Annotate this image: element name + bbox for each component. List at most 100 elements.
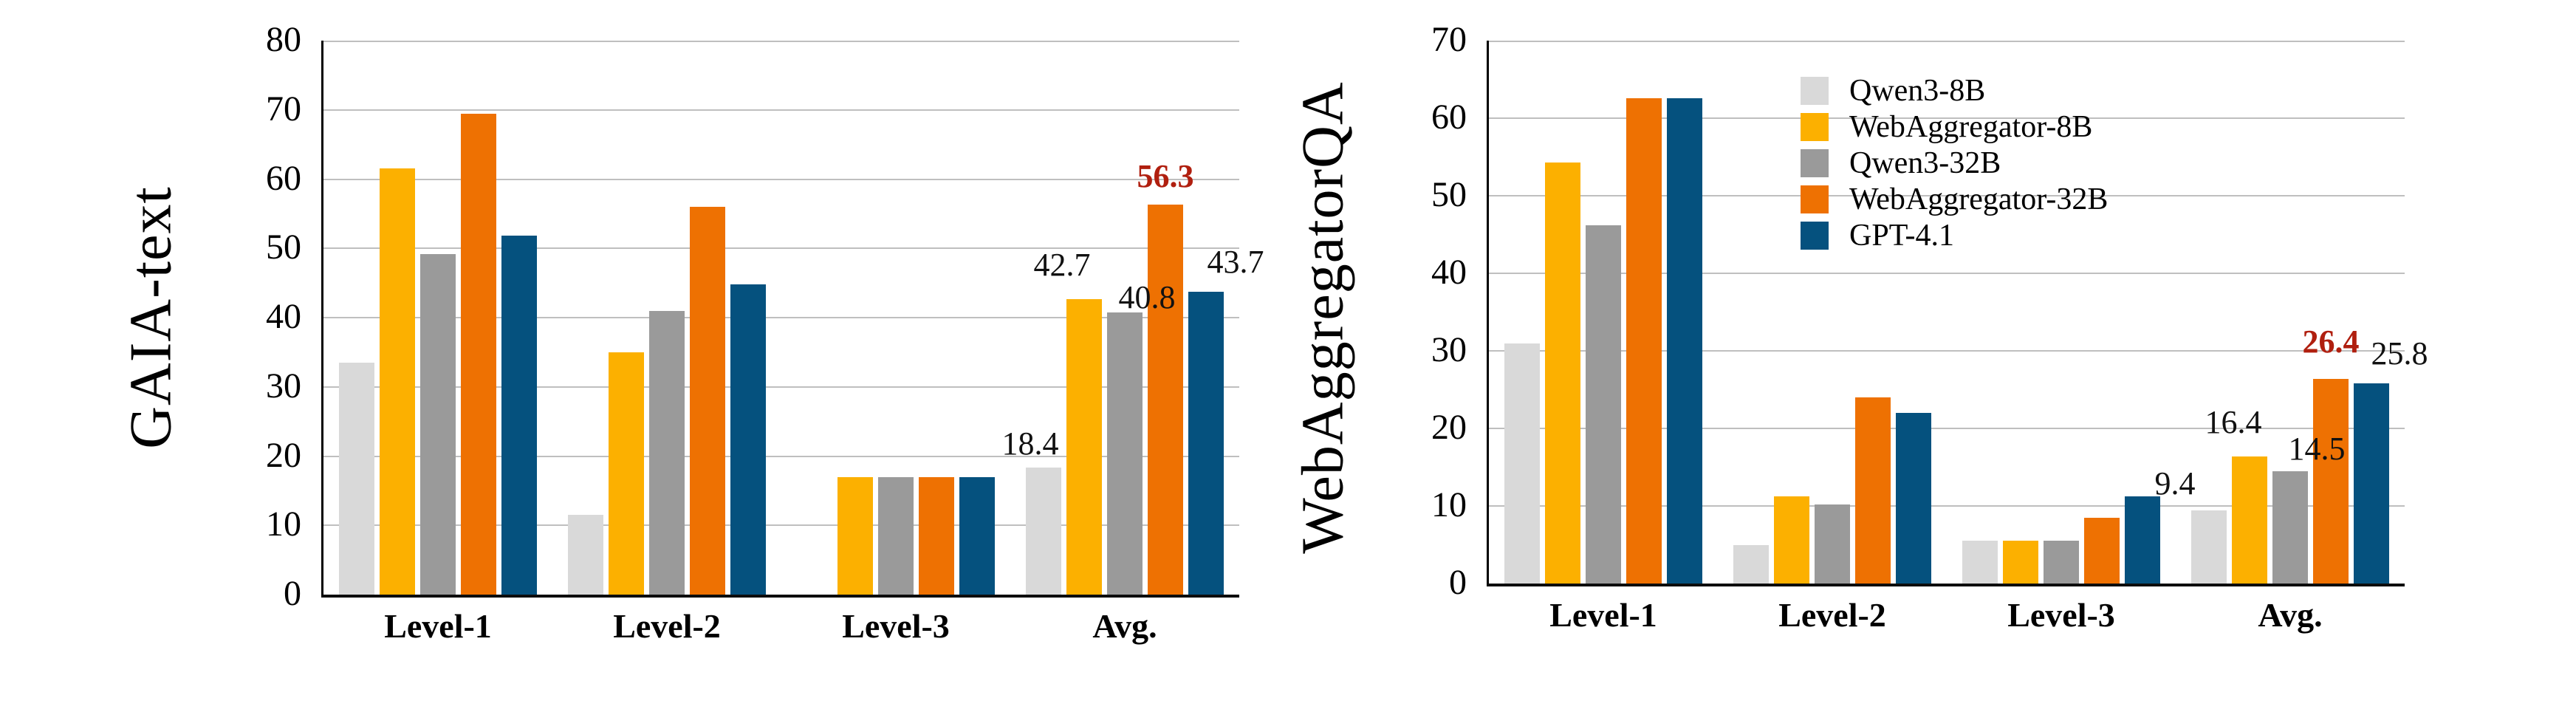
bar-gpt-4-1-level-3 — [2125, 496, 2160, 584]
bar-gpt-4-1-level-2 — [1896, 413, 1931, 584]
y-tick-label-30: 30 — [266, 366, 301, 406]
gridline-70 — [1489, 41, 2405, 42]
bar-webaggregator-8b-level-3 — [2003, 541, 2038, 584]
bar-qwen3-32b-level-3 — [878, 476, 914, 595]
legend-item-webaggregator-8b: WebAggregator-8B — [1801, 109, 2108, 145]
x-category-label-level-1: Level-1 — [1549, 596, 1657, 634]
bar-qwen3-8b-avg — [1026, 467, 1061, 595]
y-tick-label-60: 60 — [266, 158, 301, 198]
bar-qwen3-32b-level-1 — [1586, 225, 1621, 584]
y-tick-label-10: 10 — [1431, 485, 1467, 525]
bar-webaggregator-8b-level-1 — [1545, 162, 1580, 584]
y-tick-label-60: 60 — [1431, 98, 1467, 137]
bar-qwen3-8b-level-2 — [568, 515, 603, 595]
value-label-webaggregator-32b-avg: 56.3 — [1137, 158, 1194, 195]
legend-label-webaggregator-8b: WebAggregator-8B — [1849, 109, 2093, 144]
legend-swatch-webaggregator-8b — [1801, 112, 1829, 141]
y-tick-label-0: 0 — [1449, 563, 1467, 603]
gridline-80 — [323, 41, 1239, 42]
bar-webaggregator-8b-level-3 — [837, 476, 873, 595]
gridline-20 — [323, 455, 1239, 457]
gridline-50 — [1489, 195, 2405, 196]
gridline-70 — [323, 109, 1239, 111]
bar-gpt-4-1-level-1 — [501, 236, 537, 595]
gridline-30 — [1489, 350, 2405, 352]
gridline-10 — [1489, 505, 2405, 507]
y-tick-label-80: 80 — [266, 20, 301, 60]
legend-label-qwen3-32b: Qwen3-32B — [1849, 146, 2001, 180]
value-label-webaggregator-8b-avg: 42.7 — [1033, 246, 1091, 283]
bar-webaggregator-8b-level-1 — [380, 168, 415, 595]
webaggregatorqa-plot-area: 0 10 20 30 40 50 60 70 Level-1 Level-2 Level-3 Avg.… — [1431, 22, 2428, 634]
bar-webaggregator-32b-level-1 — [461, 114, 496, 595]
value-label-qwen3-8b-avg: 18.4 — [1001, 425, 1059, 462]
value-label-webaggregator-32b-avg: 26.4 — [2302, 323, 2360, 360]
x-category-label-avg: Avg. — [1092, 607, 1157, 645]
bar-gpt-4-1-level-3 — [959, 476, 995, 595]
bar-qwen3-8b-level-3 — [1962, 541, 1998, 584]
y-tick-label-20: 20 — [266, 435, 301, 475]
y-tick-label-10: 10 — [266, 504, 301, 544]
y-axis-title-gaia-text: GAIA-text — [118, 186, 184, 449]
x-category-label-level-3: Level-3 — [2007, 596, 2115, 634]
legend-item-webaggregator-32b: WebAggregator-32B — [1801, 181, 2108, 217]
gridline-40 — [323, 317, 1239, 318]
bar-qwen3-32b-level-1 — [420, 253, 456, 595]
y-tick-label-50: 50 — [1431, 175, 1467, 215]
legend-item-qwen3-32b: Qwen3-32B — [1801, 145, 2108, 181]
bar-qwen3-8b-avg — [2191, 510, 2227, 584]
gridline-20 — [1489, 428, 2405, 429]
bar-qwen3-32b-avg — [1107, 312, 1143, 595]
bar-webaggregator-32b-level-3 — [2084, 517, 2120, 584]
y-tick-label-20: 20 — [1431, 408, 1467, 448]
bar-webaggregator-32b-level-2 — [1855, 397, 1891, 584]
bar-gpt-4-1-avg — [2354, 383, 2389, 584]
bar-webaggregator-8b-avg — [1066, 298, 1102, 595]
value-label-qwen3-8b-avg: 9.4 — [2154, 465, 2196, 502]
bar-webaggregator-8b-level-2 — [1774, 496, 1809, 584]
legend: Qwen3-8B WebAggregator-8B Qwen3-32B WebAggr… — [1801, 72, 2108, 253]
y-axis-title-webaggregatorqa: WebAggregatorQA — [1290, 81, 1356, 554]
legend-swatch-qwen3-8b — [1801, 76, 1829, 105]
gridline-30 — [323, 386, 1239, 388]
legend-swatch-qwen3-32b — [1801, 148, 1829, 177]
x-category-label-level-1: Level-1 — [384, 607, 492, 645]
bar-gpt-4-1-level-2 — [730, 284, 766, 595]
legend-item-qwen3-8b: Qwen3-8B — [1801, 72, 2108, 109]
gaia-text-plot-area: 0 10 20 30 40 50 60 70 80 Level-1 Level-2 Level-3 Av… — [266, 22, 1264, 645]
x-category-label-avg: Avg. — [2258, 596, 2323, 634]
x-category-label-level-3: Level-3 — [842, 607, 950, 645]
gridline-60 — [323, 178, 1239, 180]
bar-webaggregator-32b-avg — [2313, 378, 2349, 584]
bar-gpt-4-1-level-1 — [1667, 98, 1702, 584]
bar-webaggregator-32b-level-2 — [690, 207, 725, 595]
bar-webaggregator-8b-level-2 — [609, 352, 644, 595]
legend-swatch-webaggregator-32b — [1801, 185, 1829, 213]
bar-qwen3-8b-level-1 — [339, 362, 374, 595]
bar-qwen3-32b-avg — [2272, 471, 2308, 584]
y-tick-label-40: 40 — [1431, 253, 1467, 292]
gridline-60 — [1489, 117, 2405, 119]
bar-qwen3-32b-level-2 — [1815, 504, 1850, 584]
y-tick-label-70: 70 — [266, 89, 301, 129]
y-tick-label-30: 30 — [1431, 330, 1467, 370]
value-label-gpt-4-1-avg: 25.8 — [2371, 335, 2428, 372]
bar-qwen3-8b-level-2 — [1733, 544, 1769, 584]
bar-gpt-4-1-avg — [1188, 292, 1224, 595]
x-category-label-level-2: Level-2 — [613, 607, 721, 645]
bar-webaggregator-32b-avg — [1148, 205, 1183, 595]
bar-webaggregator-32b-level-1 — [1626, 98, 1662, 584]
legend-label-gpt-4-1: GPT-4.1 — [1849, 218, 1954, 253]
bar-qwen3-32b-level-2 — [649, 310, 685, 595]
gridline-40 — [1489, 273, 2405, 274]
y-tick-label-70: 70 — [1431, 20, 1467, 60]
y-tick-label-50: 50 — [266, 228, 301, 267]
bar-webaggregator-8b-avg — [2232, 456, 2267, 584]
value-label-webaggregator-8b-avg: 16.4 — [2205, 403, 2262, 440]
legend-swatch-gpt-4-1 — [1801, 221, 1829, 250]
y-tick-label-40: 40 — [266, 297, 301, 337]
x-category-label-level-2: Level-2 — [1778, 596, 1886, 634]
legend-item-gpt-4-1: GPT-4.1 — [1801, 217, 2108, 253]
y-tick-label-0: 0 — [284, 574, 301, 614]
